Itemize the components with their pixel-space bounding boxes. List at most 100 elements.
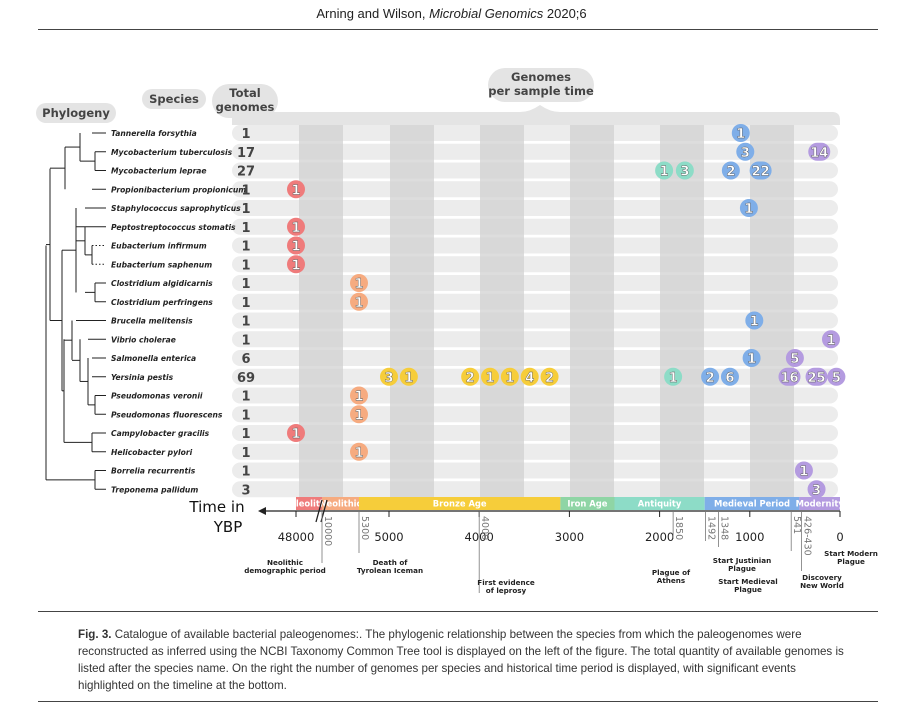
genome-marker xyxy=(350,405,368,424)
total-genomes: 1 xyxy=(241,277,250,292)
marker-count: 1 xyxy=(736,127,745,142)
marker-count: 1 xyxy=(660,165,669,180)
total-genomes: 1 xyxy=(241,408,250,423)
genome-marker xyxy=(287,424,305,442)
species-label: Eubacterium saphenum xyxy=(111,260,212,269)
species-label: Clostridium perfringens xyxy=(111,298,213,307)
event-year: 541 xyxy=(791,516,802,534)
axis-arrow xyxy=(258,507,266,515)
marker-count: 16 xyxy=(780,371,798,386)
species-label: Pseudomonas fluorescens xyxy=(111,410,223,419)
period-label: Neolithic xyxy=(320,499,362,509)
marker-count: 1 xyxy=(291,258,300,273)
genome-marker xyxy=(287,255,305,274)
running-header: Arning and Wilson, Microbial Genomics 20… xyxy=(0,6,903,21)
event-label: Plague xyxy=(728,564,756,573)
genome-marker xyxy=(287,180,305,199)
genome-marker xyxy=(739,199,758,217)
period-label: Modernity xyxy=(796,499,845,509)
marker-count: 3 xyxy=(384,371,393,386)
header-rule xyxy=(38,29,878,30)
marker-count: 22 xyxy=(752,165,770,180)
total-genomes: 1 xyxy=(241,202,250,217)
period-band xyxy=(359,497,561,510)
total-genomes: 1 xyxy=(241,427,250,442)
marker-count: 2 xyxy=(545,371,554,386)
period-band xyxy=(296,497,322,510)
header-journal: Microbial Genomics xyxy=(429,6,544,21)
event-label: Tyrolean Iceman xyxy=(357,566,423,575)
header-authors: Arning and Wilson, xyxy=(316,6,426,21)
total-genomes: 1 xyxy=(241,183,250,198)
species-label: Eubacterium infirmum xyxy=(111,242,207,251)
genome-marker xyxy=(287,236,305,255)
header-pill xyxy=(142,89,206,109)
event-label: Plague of xyxy=(652,568,691,577)
marker-count: 1 xyxy=(291,183,300,198)
genome-marker xyxy=(807,480,826,499)
period-label: Bronze Age xyxy=(433,499,487,509)
genome-marker xyxy=(827,367,846,386)
column-stripe xyxy=(299,125,343,498)
genome-marker xyxy=(821,330,840,349)
species-label: Pseudomonas veronii xyxy=(111,392,203,401)
marker-count: 1 xyxy=(354,408,363,423)
species-label: Yersinia pestis xyxy=(111,373,174,382)
event-year: 10000 xyxy=(322,516,333,546)
marker-count: 14 xyxy=(810,146,828,161)
marker-count: 25 xyxy=(808,371,826,386)
period-label: Iron Age xyxy=(567,499,607,509)
header-pill xyxy=(36,103,116,123)
event-year: 4000 xyxy=(479,516,490,540)
total-genomes: 3 xyxy=(241,483,250,498)
genome-marker xyxy=(808,142,831,161)
column-stripe xyxy=(750,125,794,498)
event-label: First evidence xyxy=(477,578,535,587)
genome-marker xyxy=(805,367,828,386)
marker-count: 4 xyxy=(525,371,534,386)
genomes-header: per sample time xyxy=(488,84,594,98)
marker-count: 1 xyxy=(750,315,759,330)
period-band xyxy=(799,497,840,510)
genome-marker xyxy=(540,367,559,386)
header-band xyxy=(232,105,840,125)
column-stripes xyxy=(299,125,794,498)
genome-marker xyxy=(350,386,368,405)
genome-marker xyxy=(461,367,480,386)
species-label: Staphylococcus saprophyticus xyxy=(111,204,241,213)
total-genomes: 27 xyxy=(237,165,255,180)
event-label: Discovery xyxy=(802,573,842,582)
marker-count: 1 xyxy=(826,333,835,348)
genome-marker xyxy=(749,161,772,180)
marker-count: 1 xyxy=(291,427,300,442)
total-genomes: 1 xyxy=(241,258,250,273)
genome-marker xyxy=(655,161,674,180)
total-genomes: 17 xyxy=(237,146,255,161)
genome-marker xyxy=(350,442,368,461)
marker-count: 1 xyxy=(404,371,413,386)
event-label: Plague xyxy=(734,585,762,594)
genome-marker xyxy=(745,311,764,330)
genome-marker xyxy=(350,274,368,292)
genome-marker xyxy=(481,367,500,386)
species-header: Species xyxy=(149,92,199,106)
event-year: 1850 xyxy=(673,516,684,540)
genome-marker xyxy=(701,367,720,386)
event-year: 5300 xyxy=(359,516,370,540)
marker-count: 1 xyxy=(747,352,756,367)
genome-marker xyxy=(778,367,801,386)
marker-count: 1 xyxy=(669,371,678,386)
species-label: Tannerella forsythia xyxy=(111,129,197,138)
species-label: Campylobacter gracilis xyxy=(111,429,210,438)
event-year: 1348 xyxy=(718,516,729,540)
marker-count: 3 xyxy=(741,146,750,161)
total-genomes: 1 xyxy=(241,240,250,255)
time-axis-title: Time in xyxy=(188,498,244,516)
total-genomes: 6 xyxy=(241,352,250,367)
event-label: demographic period xyxy=(244,566,326,575)
total-genomes: 1 xyxy=(241,127,250,142)
marker-count: 3 xyxy=(680,165,689,180)
